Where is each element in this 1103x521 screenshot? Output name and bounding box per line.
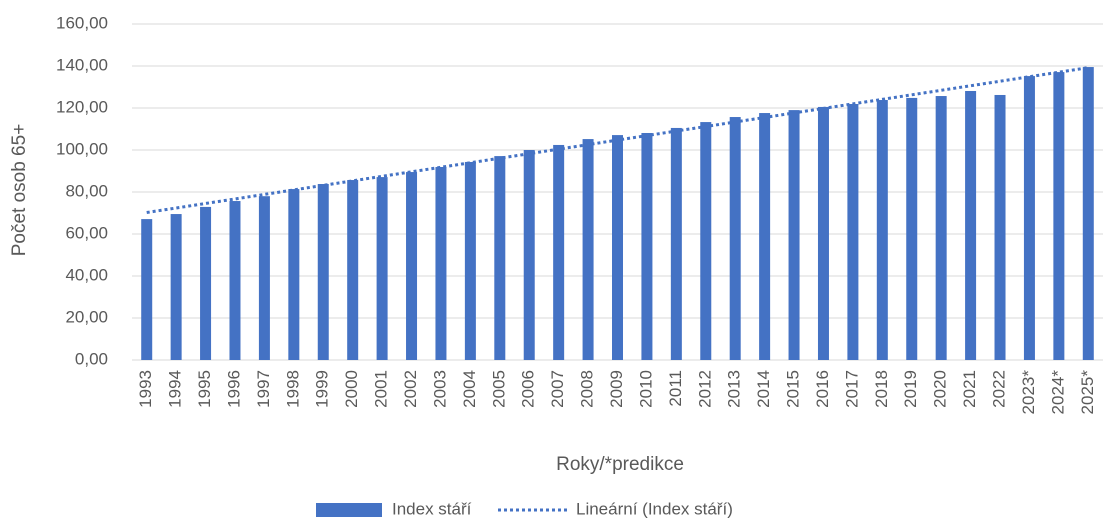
x-tick-label: 2001 [372,370,391,408]
x-tick-label: 2007 [548,370,567,408]
x-tick-label: 2006 [519,370,538,408]
bar [347,180,359,360]
bar [494,156,506,360]
bar [906,97,918,361]
legend-swatch [316,503,382,517]
x-tick-label: 1998 [283,370,302,408]
bar [464,161,476,360]
x-tick-label: 2009 [607,370,626,408]
x-tick-label: 1995 [195,370,214,408]
x-tick-label: 2022 [989,370,1008,408]
x-tick-label: 2013 [725,370,744,408]
x-tick-label: 2005 [489,370,508,408]
x-tick-label: 2015 [784,370,803,408]
x-tick-label: 2010 [636,370,655,408]
x-tick-label: 2019 [901,370,920,408]
bar [376,177,388,360]
bar [435,167,447,360]
x-tick-label: 2016 [813,370,832,408]
x-tick-label: 2024* [1048,370,1067,415]
bar [729,117,741,360]
y-tick-label: 20,00 [65,307,108,326]
bar [258,196,270,360]
x-tick-label: 2000 [342,370,361,408]
x-tick-label: 1997 [254,370,273,408]
trend-line [146,66,1089,215]
x-tick-label: 2012 [695,370,714,408]
x-tick-label: 2014 [754,370,773,408]
bar [523,150,535,360]
bar [817,106,829,360]
x-tick-label: 2003 [430,370,449,408]
x-tick-label: 2018 [872,370,891,408]
bar [759,113,771,360]
y-tick-label: 120,00 [56,97,108,116]
bar [612,135,623,360]
bar [788,110,800,360]
x-tick-label: 2017 [842,370,861,408]
bar [553,144,565,360]
y-tick-label: 140,00 [56,55,108,74]
bar [935,96,947,360]
x-tick-label: 2008 [578,370,597,408]
y-axis-title: Počet osob 65+ [9,124,30,257]
x-tick-label: 1999 [313,370,332,408]
y-tick-label: 40,00 [65,265,108,284]
x-tick-label: 2004 [460,370,479,408]
x-tick-label: 2021 [960,370,979,408]
bar [582,139,594,360]
bar [406,172,418,360]
bar [641,132,653,360]
bar [1023,76,1035,360]
y-tick-label: 80,00 [65,181,108,200]
x-axis-title: Roky/*predikce [556,454,684,475]
y-tick-label: 100,00 [56,139,108,158]
y-tick-label: 160,00 [56,13,108,32]
bar [700,122,712,360]
y-tick-label: 0,00 [75,349,108,368]
bar [170,214,182,360]
bar [994,94,1006,360]
bar [229,201,241,360]
bar [1082,67,1094,361]
x-tick-label: 2011 [666,370,685,407]
x-tick-label: 2020 [931,370,950,408]
legend-label: Index stáří [392,499,472,518]
bar [288,189,300,360]
bar [670,127,682,360]
bar [965,90,977,361]
bar [200,206,212,360]
x-tick-label: 2002 [401,370,420,408]
bar [876,100,888,361]
x-tick-label: 1996 [224,370,243,408]
bar [1053,72,1065,360]
bar [317,184,329,360]
x-tick-label: 2023* [1019,370,1038,415]
bar [847,104,859,360]
x-tick-label: 2025* [1078,370,1097,415]
y-tick-label: 60,00 [65,223,108,242]
legend-label: Lineární (Index stáří) [576,499,733,518]
bar [141,219,153,360]
x-tick-label: 1994 [166,370,185,408]
x-tick-label: 1993 [136,370,155,408]
